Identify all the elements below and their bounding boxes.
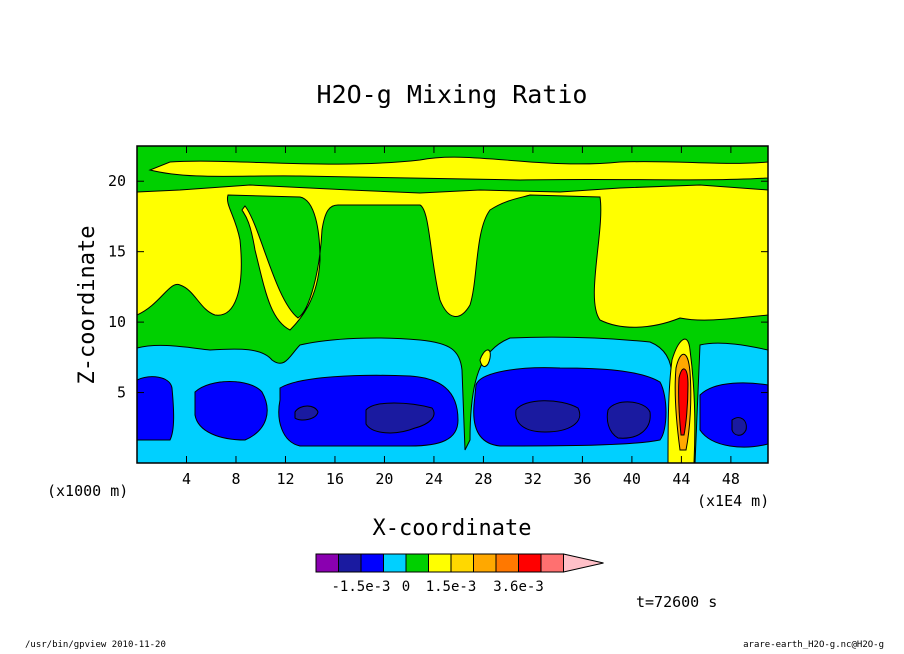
colorbar-swatch-3 [383, 553, 407, 573]
footer-right: arare-earth_H2O-g.nc@H2O-g [743, 640, 884, 650]
y-tick-label-2: 15 [108, 243, 126, 261]
x-tick-label-6: 28 [474, 470, 492, 488]
colorbar [315, 553, 604, 573]
plot-area [137, 146, 768, 463]
contour-darkblue [294, 405, 319, 421]
colorbar-label-1: 0 [402, 579, 410, 595]
colorbar-swatch-1 [338, 553, 362, 573]
y-axis: 5 10 15 20 [108, 172, 768, 402]
x-tick-label-4: 20 [375, 470, 393, 488]
y-axis-label: Z-coordinate [75, 226, 100, 385]
time-label: t=72600 s [636, 593, 718, 611]
x-tick-label-1: 8 [231, 470, 240, 488]
x-tick-label-11: 48 [722, 470, 740, 488]
y-tick-label-3: 20 [108, 172, 126, 190]
colorbar-swatch-9 [518, 553, 542, 573]
colorbar-swatch-4 [405, 553, 429, 573]
x-axis-label: X-coordinate [373, 516, 532, 541]
x-unit-left: (x1000 m) [47, 482, 128, 500]
y-tick-label-0: 5 [117, 384, 126, 402]
footer-left: /usr/bin/gpview 2010-11-20 [25, 640, 166, 650]
y-tick-label-1: 10 [108, 313, 126, 331]
colorbar-arrow [563, 553, 604, 573]
x-tick-label-8: 36 [573, 470, 591, 488]
plot-frame [136, 145, 769, 464]
colorbar-label-2: 1.5e-3 [426, 579, 477, 595]
colorbar-swatch-10 [540, 553, 564, 573]
x-unit-right: (x1E4 m) [697, 492, 769, 510]
colorbar-label-3: 3.6e-3 [493, 579, 544, 595]
x-tick-label-7: 32 [524, 470, 542, 488]
colorbar-swatch-7 [473, 553, 497, 573]
contour-blue [137, 376, 175, 441]
x-tick-label-5: 24 [425, 470, 443, 488]
colorbar-swatch-5 [428, 553, 452, 573]
x-tick-label-10: 44 [672, 470, 690, 488]
plume-red [678, 368, 689, 436]
x-tick-label-2: 12 [276, 470, 294, 488]
colorbar-swatch-2 [360, 553, 384, 573]
colorbar-label-0: -1.5e-3 [331, 579, 390, 595]
contour-yellow [137, 184, 768, 331]
x-tick-label-3: 16 [326, 470, 344, 488]
colorbar-swatch-0 [315, 553, 339, 573]
x-tick-label-0: 4 [182, 470, 191, 488]
x-axis: 4 8 12 16 20 24 28 32 36 40 44 48 [182, 146, 740, 488]
colorbar-labels: -1.5e-3 0 1.5e-3 3.6e-3 [331, 579, 543, 595]
colorbar-swatch-6 [450, 553, 474, 573]
chart-title: H2O-g Mixing Ratio [317, 80, 588, 109]
x-tick-label-9: 40 [623, 470, 641, 488]
colorbar-swatch-8 [495, 553, 519, 573]
